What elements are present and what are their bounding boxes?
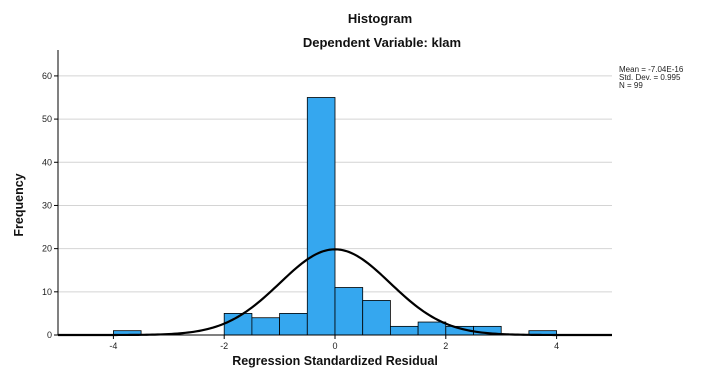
histogram-bar-8 [417, 321, 447, 336]
stats-std-dev: Std. Dev. = 0.995 [619, 73, 681, 82]
histogram-bar-7 [389, 325, 419, 336]
stats-legend: Mean = -7.04E-16 Std. Dev. = 0.995 N = 9… [619, 65, 684, 90]
histogram-bars [113, 97, 558, 336]
chart-title: Histogram [348, 11, 412, 26]
y-tick-label-10: 10 [42, 287, 52, 297]
histogram-bar-4 [306, 97, 336, 336]
y-tick-label-40: 40 [42, 157, 52, 167]
x-tick-label-2: 2 [443, 341, 448, 351]
stats-mean: Mean = -7.04E-16 [619, 65, 684, 74]
histogram-bar-2 [251, 317, 280, 336]
y-tick-label-50: 50 [42, 114, 52, 124]
y-tick-label-60: 60 [42, 71, 52, 81]
y-tick-label-30: 30 [42, 200, 52, 210]
x-tick-label-4: 4 [554, 341, 559, 351]
histogram-bar-6 [362, 300, 391, 336]
tick-labels: 0 10 20 30 40 50 60 -4 -2 0 2 4 [42, 71, 559, 351]
histogram-bar-3 [279, 313, 308, 336]
x-tick-label-0: 0 [332, 341, 337, 351]
y-tick-label-0: 0 [47, 330, 52, 340]
y-axis-title: Frequency [12, 173, 26, 236]
stats-n: N = 99 [619, 81, 643, 90]
histogram-bar-5 [334, 287, 364, 336]
x-tick-label--2: -2 [220, 341, 228, 351]
x-axis-title: Regression Standardized Residual [232, 354, 438, 368]
y-tick-label-20: 20 [42, 244, 52, 254]
x-tick-label--4: -4 [109, 341, 117, 351]
chart-subtitle: Dependent Variable: klam [303, 35, 461, 50]
axes [54, 50, 612, 339]
